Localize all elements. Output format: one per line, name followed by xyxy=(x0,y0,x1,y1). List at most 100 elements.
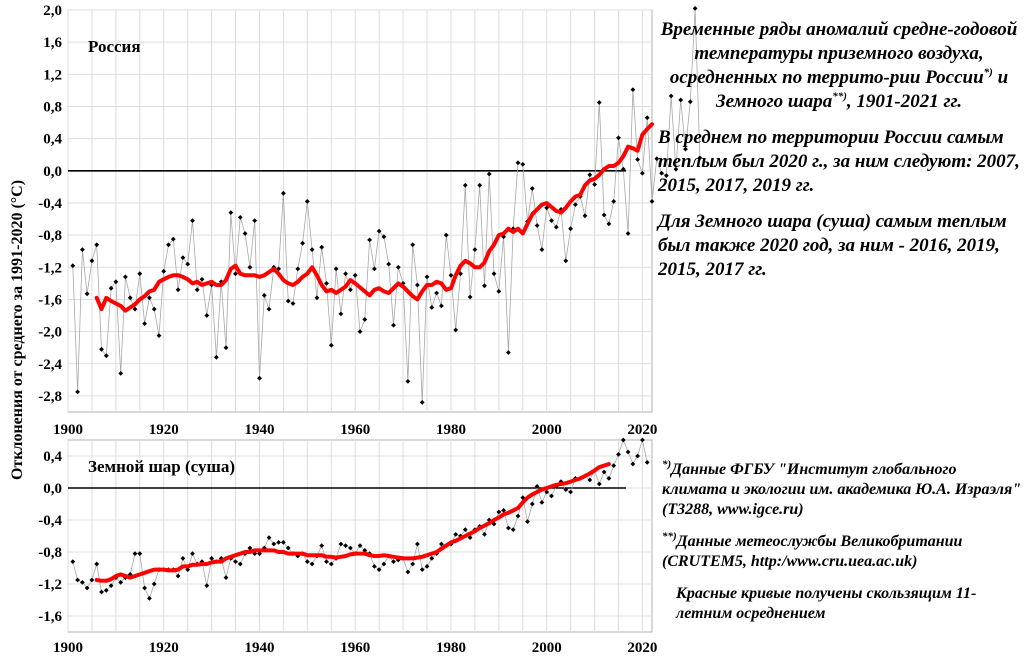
annual-data-point xyxy=(462,527,468,533)
y-tick-label: 0,0 xyxy=(43,481,62,497)
y-tick-label: -1,2 xyxy=(38,577,62,593)
annual-data-point xyxy=(606,476,612,481)
annual-data-point xyxy=(266,306,272,312)
annual-data-point xyxy=(491,521,497,527)
annual-data-point xyxy=(415,282,420,288)
annual-data-point xyxy=(357,543,363,549)
annual-data-point xyxy=(94,561,100,567)
annual-data-point xyxy=(687,99,693,105)
annual-data-point xyxy=(309,561,315,567)
x-tick-label: 1940 xyxy=(244,422,274,438)
annual-data-point xyxy=(372,564,377,569)
annual-data-point xyxy=(223,575,229,581)
annual-data-point xyxy=(362,317,368,322)
y-tick-label: 1,2 xyxy=(43,67,62,83)
x-tick-label: 2000 xyxy=(532,640,562,656)
annual-data-point xyxy=(525,519,530,525)
annual-data-point xyxy=(247,264,253,270)
annual-data-point xyxy=(309,247,315,252)
running-mean-line xyxy=(94,462,611,583)
annual-data-point xyxy=(209,282,214,288)
footnote-running-mean: Красные кривые получены скользящим 11-ле… xyxy=(676,585,977,622)
annual-data-point xyxy=(218,279,224,285)
annual-data-point xyxy=(209,556,214,561)
annual-data-point xyxy=(372,266,377,272)
annual-data-point xyxy=(290,301,296,306)
annual-data-point xyxy=(620,437,626,443)
annual-data-point xyxy=(678,97,684,103)
annual-data-point xyxy=(142,585,147,591)
annual-data-point xyxy=(281,190,286,196)
annual-data-point xyxy=(376,567,382,573)
annual-data-point xyxy=(386,261,392,267)
annual-data-point xyxy=(175,287,181,293)
annual-data-point xyxy=(405,379,411,384)
annual-data-point xyxy=(592,182,597,187)
annual-data-point xyxy=(376,228,382,234)
annual-data-point xyxy=(233,559,238,565)
y-axis-label: Отклонения от среднего за 1991-2020 (°С) xyxy=(9,180,26,480)
annual-data-point xyxy=(587,477,593,483)
annual-data-point xyxy=(415,541,420,547)
annual-data-point xyxy=(616,452,621,457)
annual-data-point xyxy=(147,596,152,601)
x-tick-label: 1960 xyxy=(340,640,370,656)
y-tick-label: -2,8 xyxy=(38,389,62,405)
annual-data-point xyxy=(515,513,521,519)
annual-data-point xyxy=(166,242,171,248)
annual-data-point xyxy=(549,493,554,499)
annual-data-point xyxy=(295,266,301,272)
annual-data-point xyxy=(75,389,80,395)
annual-data-point xyxy=(84,291,90,297)
annual-data-point xyxy=(314,295,320,301)
annual-data-point xyxy=(443,232,449,238)
annual-data-point xyxy=(175,573,181,579)
annual-data-point xyxy=(395,557,401,563)
annual-data-point xyxy=(496,289,502,294)
annual-data-point xyxy=(664,173,669,178)
annual-data-point xyxy=(640,170,645,176)
annual-data-point xyxy=(271,541,277,547)
x-tick-label: 1920 xyxy=(149,422,179,438)
y-tick-label: -1,6 xyxy=(38,609,62,625)
annual-data-point xyxy=(304,199,310,204)
annual-data-point xyxy=(534,223,540,228)
annual-data-point xyxy=(94,242,100,248)
annual-data-point xyxy=(266,535,272,541)
annual-data-point xyxy=(190,218,195,223)
annual-data-point xyxy=(89,577,95,583)
chart-title: Земной шар (суша) xyxy=(88,457,235,476)
annual-data-point xyxy=(252,218,258,223)
annual-data-point xyxy=(640,437,645,443)
annual-data-point xyxy=(261,293,267,298)
annual-data-point xyxy=(190,551,195,557)
annual-data-point xyxy=(477,182,483,188)
description-paragraph-series: Временные ряды аномалий средне-годовой т… xyxy=(660,19,1018,112)
annual-data-point xyxy=(601,469,607,475)
description-paragraph-russia: В среднем по территории России самым теп… xyxy=(658,127,1020,196)
x-tick-label: 1940 xyxy=(244,640,274,656)
annual-data-point xyxy=(223,345,229,351)
annual-data-point xyxy=(563,258,569,264)
annual-data-point xyxy=(285,298,291,304)
annual-data-point xyxy=(419,400,425,405)
annual-data-point xyxy=(424,274,430,280)
annual-data-point xyxy=(304,559,310,565)
annual-data-point xyxy=(324,559,329,565)
annual-data-point xyxy=(515,160,521,166)
annual-data-point xyxy=(180,556,186,561)
annual-data-point xyxy=(405,569,411,575)
annual-data-point xyxy=(630,461,636,467)
y-tick-label: -2,0 xyxy=(38,325,62,341)
annual-data-point xyxy=(127,295,133,301)
annual-data-point xyxy=(472,247,478,252)
annual-data-point xyxy=(132,551,138,557)
annual-data-point xyxy=(539,500,545,505)
annual-data-point xyxy=(247,545,253,551)
annual-data-point xyxy=(486,517,492,523)
annual-data-point xyxy=(630,87,636,92)
annual-data-point xyxy=(151,306,157,312)
annual-data-point xyxy=(668,93,674,99)
annual-data-point xyxy=(328,561,334,567)
